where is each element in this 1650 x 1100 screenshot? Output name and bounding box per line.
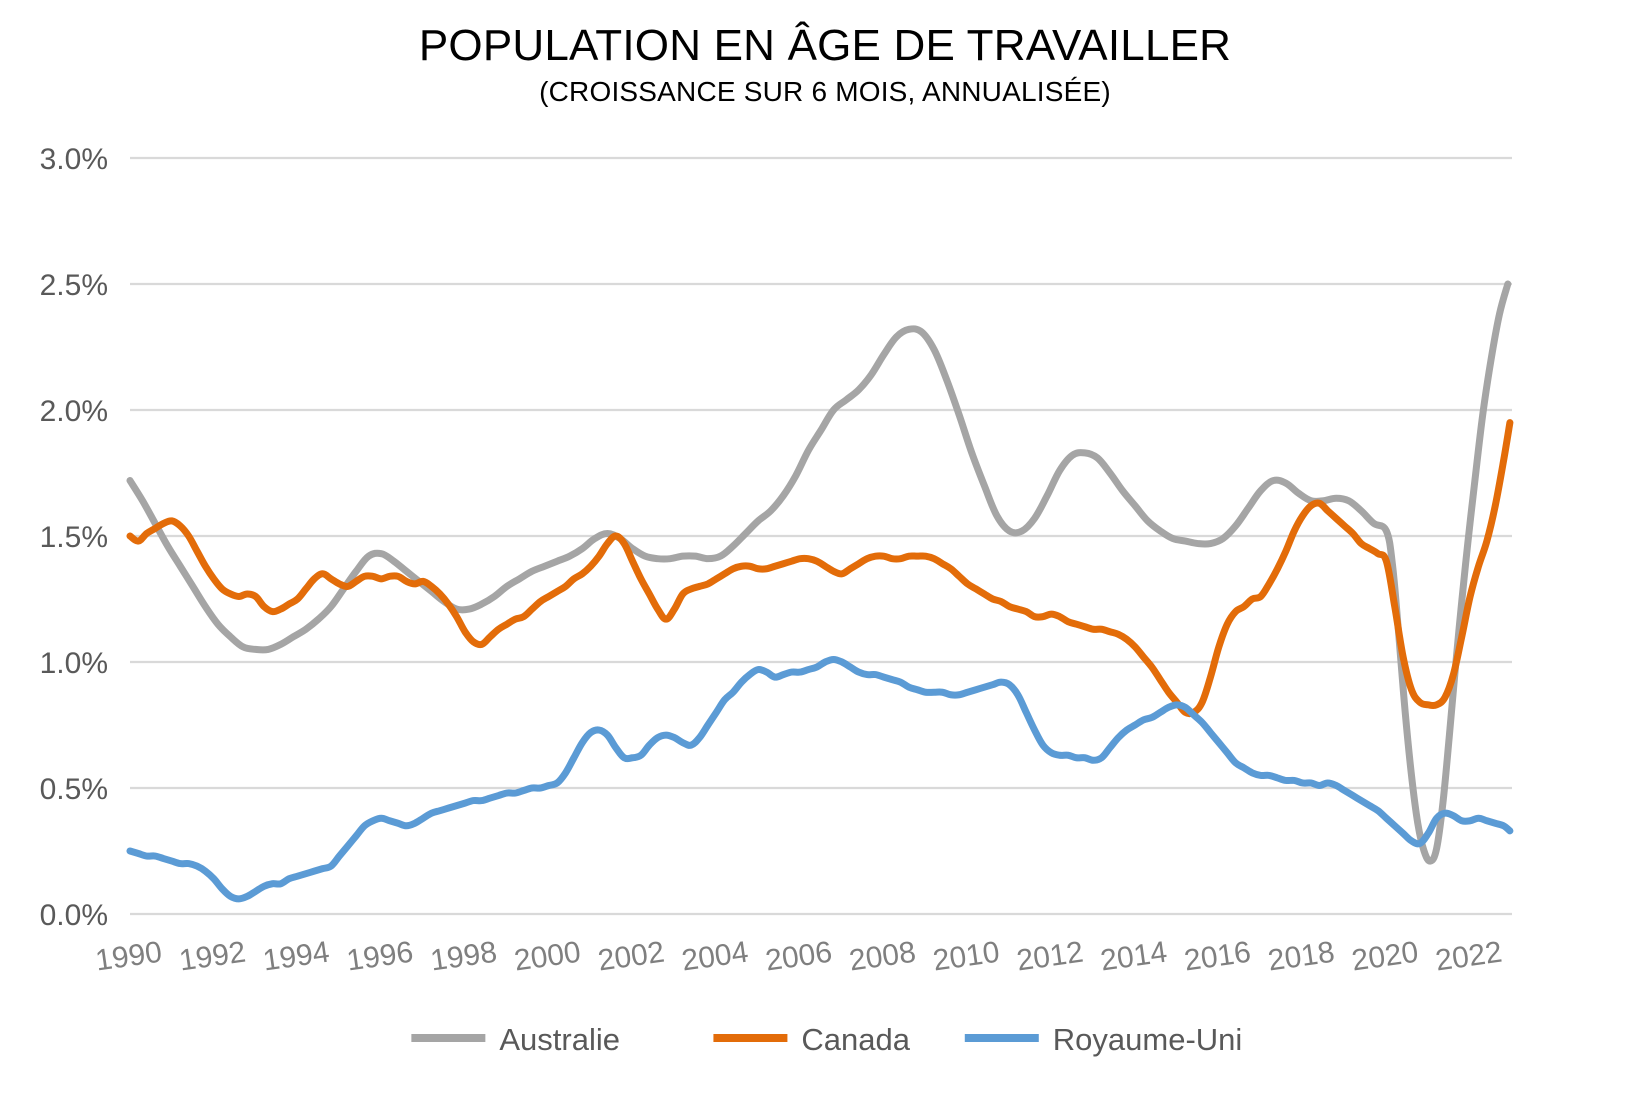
y-axis-tick-labels: 0.0% 0.5% 1.0% 1.5% 2.0% 2.5% 3.0% — [40, 143, 108, 932]
x-axis-tick-label: 2022 — [1433, 936, 1504, 978]
series-line-australie — [126, 280, 1512, 865]
legend-label: Canada — [801, 1022, 910, 1057]
x-axis-tick-label: 1992 — [177, 936, 248, 978]
legend-item-australie[interactable]: Australie — [411, 1022, 620, 1057]
y-axis-tick-label: 2.0% — [40, 395, 108, 428]
x-axis-tick-label: 2018 — [1266, 936, 1337, 978]
series-line-royaume-uni — [126, 655, 1514, 903]
y-axis-tick-label: 2.5% — [40, 269, 108, 302]
x-axis-tick-label: 2010 — [931, 936, 1002, 978]
x-axis-tick-label: 2008 — [847, 936, 918, 978]
x-axis-tick-label: 1994 — [261, 936, 332, 978]
x-axis-tick-label: 2014 — [1098, 936, 1169, 978]
y-axis-tick-label: 1.5% — [40, 521, 108, 554]
x-axis-tick-label: 1996 — [345, 936, 416, 978]
gridlines — [130, 156, 1512, 916]
legend-item-canada[interactable]: Canada — [713, 1022, 911, 1057]
x-axis-tick-label: 2000 — [512, 936, 583, 978]
x-axis-tick-label: 2004 — [680, 936, 751, 978]
x-axis-tick-label: 2012 — [1015, 936, 1086, 978]
legend-label: Australie — [499, 1022, 620, 1057]
y-axis-tick-label: 1.0% — [40, 647, 108, 680]
y-axis-tick-label: 0.5% — [40, 773, 108, 806]
y-axis-tick-label: 0.0% — [40, 899, 108, 932]
legend-label: Royaume-Uni — [1053, 1022, 1243, 1057]
series-line-canada — [126, 419, 1514, 718]
x-axis-tick-label: 2016 — [1182, 936, 1253, 978]
x-axis-tick-label: 2002 — [596, 936, 667, 978]
x-axis-tick-label: 1998 — [428, 936, 499, 978]
legend-item-royaume-uni[interactable]: Royaume-Uni — [964, 1022, 1243, 1057]
x-axis-tick-label: 2006 — [763, 936, 834, 978]
data-series-group — [126, 280, 1514, 903]
x-axis-tick-labels: 1990 1992 1994 1996 1998 2000 2002 2004 2006 2008… — [93, 936, 1504, 978]
x-axis-tick-label: 2020 — [1350, 936, 1421, 978]
x-axis-tick-label: 1990 — [93, 936, 164, 978]
y-axis-tick-label: 3.0% — [40, 143, 108, 176]
chart-legend: Australie Canada Royaume-Uni — [411, 1022, 1242, 1057]
